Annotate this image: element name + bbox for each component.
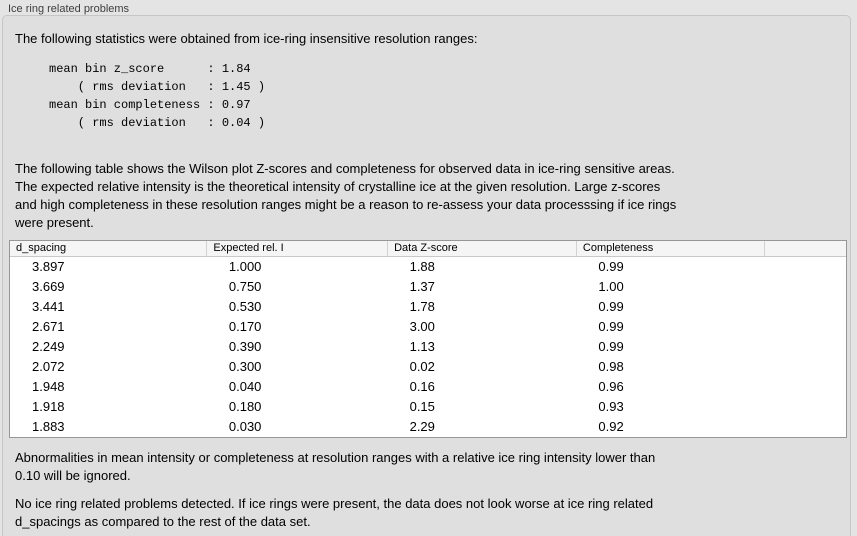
cell-data-z-score: 1.13 <box>409 338 435 354</box>
cell-data-z-score: 0.16 <box>409 378 435 394</box>
table-row[interactable]: 1.918 0.180 0.15 0.93 <box>10 396 846 416</box>
cell-data-z-score: 2.29 <box>409 418 435 434</box>
cell-filler <box>764 276 846 296</box>
cell-d-spacing: 3.441 <box>32 298 65 314</box>
cell-filler <box>764 296 846 316</box>
table-header: d_spacing Expected rel. I Data Z-score C… <box>10 241 846 257</box>
cell-filler <box>764 376 846 396</box>
stats-block: mean bin z_score : 1.84 ( rms deviation … <box>49 62 266 130</box>
table-row[interactable]: 1.883 0.030 2.29 0.92 <box>10 416 846 436</box>
table-row[interactable]: 2.249 0.390 1.13 0.99 <box>10 336 846 356</box>
cell-expected-rel-i: 0.530 <box>228 298 262 314</box>
cell-d-spacing: 1.883 <box>32 418 65 434</box>
ignore-note-text: Abnormalities in mean intensity or compl… <box>15 450 656 483</box>
cell-expected-rel-i: 0.030 <box>228 418 262 434</box>
cell-data-z-score: 1.88 <box>409 258 435 274</box>
cell-filler <box>764 396 846 416</box>
cell-expected-rel-i: 0.170 <box>228 318 262 334</box>
cell-completeness: 0.99 <box>598 318 624 334</box>
cell-d-spacing: 2.072 <box>32 358 65 374</box>
ice-ring-table: d_spacing Expected rel. I Data Z-score C… <box>9 240 847 438</box>
table-row[interactable]: 1.948 0.040 0.16 0.96 <box>10 376 846 396</box>
cell-expected-rel-i: 0.300 <box>228 358 262 374</box>
cell-completeness: 1.00 <box>598 278 624 294</box>
col-header-expected-rel-i[interactable]: Expected rel. I <box>206 241 388 257</box>
table-row[interactable]: 2.072 0.300 0.02 0.98 <box>10 356 846 376</box>
cell-d-spacing: 2.249 <box>32 338 65 354</box>
table-row[interactable]: 3.897 1.000 1.88 0.99 <box>10 256 846 276</box>
cell-filler <box>764 316 846 336</box>
col-header-filler <box>763 241 846 257</box>
cell-filler <box>764 416 846 436</box>
cell-expected-rel-i: 0.390 <box>228 338 262 354</box>
cell-filler <box>764 256 846 276</box>
cell-data-z-score: 0.15 <box>409 398 435 414</box>
col-header-d-spacing[interactable]: d_spacing <box>10 241 207 257</box>
col-header-completeness[interactable]: Completeness <box>575 241 765 257</box>
table-row[interactable]: 3.441 0.530 1.78 0.99 <box>10 296 846 316</box>
description-text: The following table shows the Wilson plo… <box>15 161 677 230</box>
cell-data-z-score: 3.00 <box>409 318 435 334</box>
table-body: 3.897 1.000 1.88 0.99 3.669 0.750 1.37 1… <box>10 256 846 436</box>
table-row[interactable]: 3.669 0.750 1.37 1.00 <box>10 276 846 296</box>
cell-completeness: 0.99 <box>598 258 624 274</box>
cell-d-spacing: 2.671 <box>32 318 65 334</box>
cell-expected-rel-i: 0.750 <box>228 278 262 294</box>
cell-expected-rel-i: 1.000 <box>228 258 262 274</box>
cell-completeness: 0.93 <box>598 398 624 414</box>
wilson-zscore-table: d_spacing Expected rel. I Data Z-score C… <box>10 241 846 436</box>
table-row[interactable]: 2.671 0.170 3.00 0.99 <box>10 316 846 336</box>
cell-filler <box>764 336 846 356</box>
cell-completeness: 0.96 <box>598 378 624 394</box>
cell-completeness: 0.99 <box>598 298 624 314</box>
cell-data-z-score: 1.37 <box>409 278 435 294</box>
cell-d-spacing: 3.897 <box>32 258 65 274</box>
cell-d-spacing: 1.948 <box>32 378 65 394</box>
cell-completeness: 0.98 <box>598 358 624 374</box>
cell-completeness: 0.99 <box>598 338 624 354</box>
intro-text: The following statistics were obtained f… <box>15 31 478 46</box>
cell-d-spacing: 1.918 <box>32 398 65 414</box>
cell-data-z-score: 0.02 <box>409 358 435 374</box>
cell-d-spacing: 3.669 <box>32 278 65 294</box>
cell-expected-rel-i: 0.180 <box>228 398 262 414</box>
ice-ring-panel: The following statistics were obtained f… <box>2 15 851 536</box>
cell-expected-rel-i: 0.040 <box>228 378 262 394</box>
cell-completeness: 0.92 <box>598 418 624 434</box>
conclusion-text: No ice ring related problems detected. I… <box>15 496 654 529</box>
col-header-data-z-score[interactable]: Data Z-score <box>387 241 577 257</box>
cell-data-z-score: 1.78 <box>409 298 435 314</box>
cell-filler <box>764 356 846 376</box>
section-title: Ice ring related problems <box>8 3 130 15</box>
